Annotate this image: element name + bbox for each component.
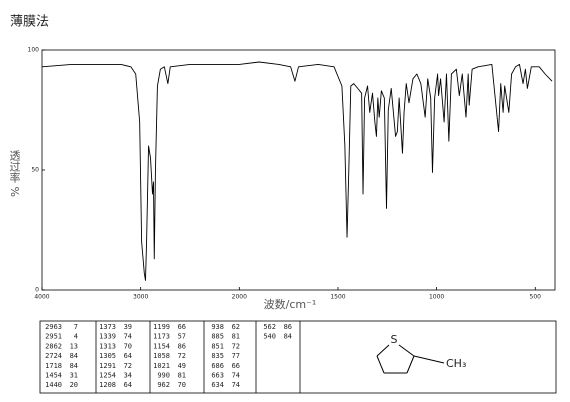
peak-wavenumber: 2862 [45, 342, 62, 350]
peak-wavenumber: 1154 [153, 342, 170, 350]
peak-transmittance: 84 [70, 362, 78, 370]
substituent: CH₃ [446, 357, 466, 370]
peak-wavenumber: 634 [211, 381, 224, 389]
peak-wavenumber: 1058 [153, 352, 170, 360]
ring-atom: S [391, 333, 398, 346]
peak-wavenumber: 2724 [45, 352, 62, 360]
x-tick-label: 500 [530, 294, 542, 301]
x-axis-label: 波数/cm⁻¹ [264, 298, 317, 311]
x-tick-label: 4000 [34, 294, 49, 301]
x-tick-label: 1000 [429, 294, 444, 301]
peak-transmittance: 7 [74, 323, 78, 331]
peak-wavenumber: 835 [211, 352, 224, 360]
peak-wavenumber: 562 [263, 323, 276, 331]
peak-transmittance: 64 [124, 381, 132, 389]
peak-wavenumber: 1305 [99, 352, 116, 360]
peak-transmittance: 13 [70, 342, 78, 350]
peak-transmittance: 66 [232, 362, 240, 370]
peak-transmittance: 77 [232, 352, 240, 360]
peak-transmittance: 66 [178, 323, 186, 331]
x-tick-label: 1500 [330, 294, 345, 301]
peak-transmittance: 81 [232, 333, 240, 341]
spectrum-line [41, 61, 553, 281]
peak-wavenumber: 962 [157, 381, 170, 389]
peak-transmittance: 57 [178, 333, 186, 341]
structure-bonds [376, 344, 445, 374]
peak-wavenumber: 1454 [45, 372, 62, 380]
peak-transmittance: 84 [70, 352, 78, 360]
peak-transmittance: 86 [284, 323, 292, 331]
peak-wavenumber: 851 [211, 342, 224, 350]
peak-transmittance: 86 [178, 342, 186, 350]
peak-transmittance: 74 [124, 333, 132, 341]
peak-transmittance: 72 [232, 342, 240, 350]
y-tick-label: 0 [35, 287, 39, 294]
peak-wavenumber: 540 [263, 333, 276, 341]
peak-wavenumber: 663 [211, 372, 224, 380]
peak-transmittance: 39 [124, 323, 132, 331]
peak-transmittance: 74 [232, 372, 240, 380]
peak-wavenumber: 1173 [153, 333, 170, 341]
peak-transmittance: 34 [124, 372, 132, 380]
peak-transmittance: 70 [124, 342, 132, 350]
peak-wavenumber: 1440 [45, 381, 62, 389]
y-axis-label: 透过率 % [8, 150, 21, 197]
y-tick-label: 100 [28, 47, 40, 54]
peak-transmittance: 74 [232, 381, 240, 389]
peak-wavenumber: 1373 [99, 323, 116, 331]
table-frame [39, 320, 557, 394]
peak-wavenumber: 1208 [99, 381, 116, 389]
peak-wavenumber: 1339 [99, 333, 116, 341]
peak-wavenumber: 1313 [99, 342, 116, 350]
peak-transmittance: 72 [178, 352, 186, 360]
peak-transmittance: 81 [178, 372, 186, 380]
peak-transmittance: 64 [124, 352, 132, 360]
peak-wavenumber: 1021 [153, 362, 170, 370]
peak-transmittance: 4 [74, 333, 78, 341]
x-tick-label: 3000 [133, 294, 148, 301]
peak-transmittance: 72 [124, 362, 132, 370]
peak-wavenumber: 885 [211, 333, 224, 341]
chart-title: 薄膜法 [10, 15, 49, 30]
peak-transmittance: 70 [178, 381, 186, 389]
table-dividers [95, 321, 301, 393]
peak-wavenumber: 990 [157, 372, 170, 380]
y-tick-label: 50 [31, 167, 39, 174]
peak-wavenumber: 686 [211, 362, 224, 370]
peak-transmittance: 49 [178, 362, 186, 370]
peak-wavenumber: 1199 [153, 323, 170, 331]
peak-transmittance: 20 [70, 381, 78, 389]
x-tick-label: 2000 [232, 294, 247, 301]
peak-wavenumber: 1291 [99, 362, 116, 370]
peak-wavenumber: 2963 [45, 323, 62, 331]
peak-transmittance: 62 [232, 323, 240, 331]
peak-transmittance: 84 [284, 333, 292, 341]
plot-frame [41, 49, 556, 291]
peak-wavenumber: 2951 [45, 333, 62, 341]
peak-wavenumber: 1718 [45, 362, 62, 370]
peak-wavenumber: 1254 [99, 372, 116, 380]
peak-transmittance: 31 [70, 372, 78, 380]
peak-wavenumber: 938 [211, 323, 224, 331]
